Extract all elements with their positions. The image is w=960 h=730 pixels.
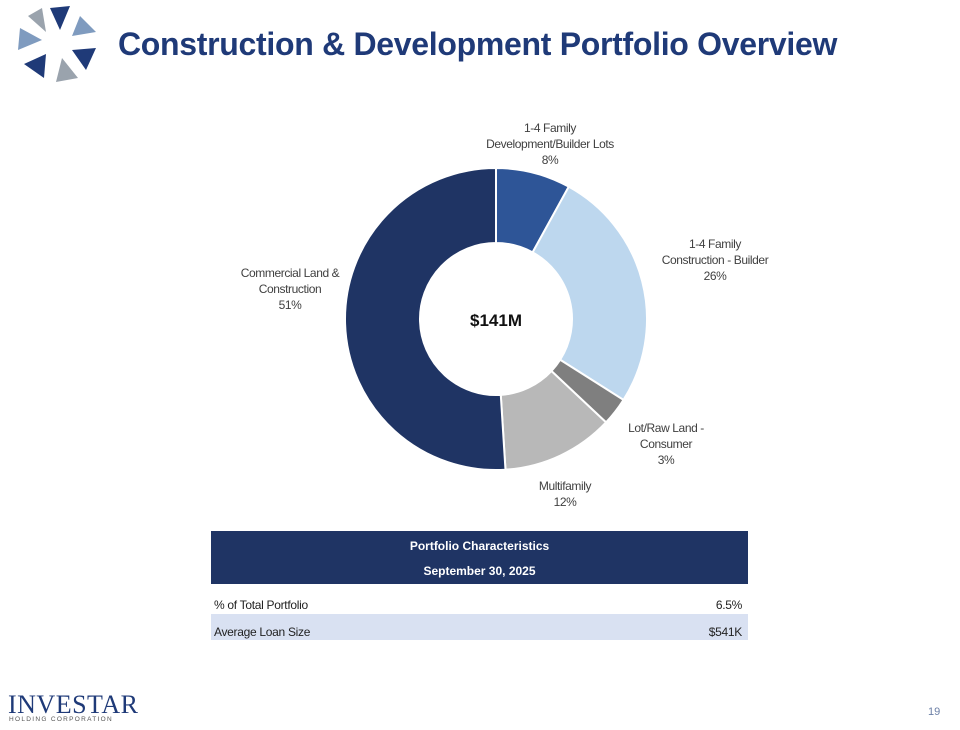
slice-value-label: 26%	[703, 269, 727, 283]
slice-label: 1-4 Family Development/Builder Lots	[486, 121, 614, 151]
donut-chart: $141M	[344, 166, 648, 471]
slice-value-label: 12%	[553, 495, 577, 509]
slice-value-label: 51%	[278, 298, 302, 312]
slice-value-label: 3%	[657, 453, 675, 467]
donut-slice	[531, 185, 648, 402]
donut-slice	[344, 166, 507, 471]
slice-value-label: 8%	[541, 153, 559, 167]
slice-label: Multifamily	[538, 479, 592, 493]
slice-label: Commercial Land & Construction	[240, 266, 340, 296]
logo-mark	[18, 6, 96, 82]
table-header	[211, 531, 748, 584]
page-number: 19	[928, 706, 941, 718]
table-cell: Average Loan Size	[214, 625, 311, 639]
brand: INVESTAR	[8, 690, 139, 719]
slide-title: Construction & Development Portfolio Ove…	[118, 26, 838, 62]
table-subtitle: September 30, 2025	[423, 564, 536, 578]
brand-sub: HOLDING CORPORATION	[9, 716, 114, 723]
table-row-band	[211, 614, 748, 640]
table-cell: 6.5%	[715, 598, 742, 612]
center-label: $141M	[470, 311, 522, 330]
table-title: Portfolio Characteristics	[409, 539, 550, 553]
slice-label: Lot/Raw Land - Consumer	[628, 421, 704, 451]
slice-label: 1-4 Family Construction - Builder	[661, 237, 769, 267]
table-cell: % of Total Portfolio	[214, 598, 308, 612]
table-cell: $541K	[708, 625, 743, 639]
